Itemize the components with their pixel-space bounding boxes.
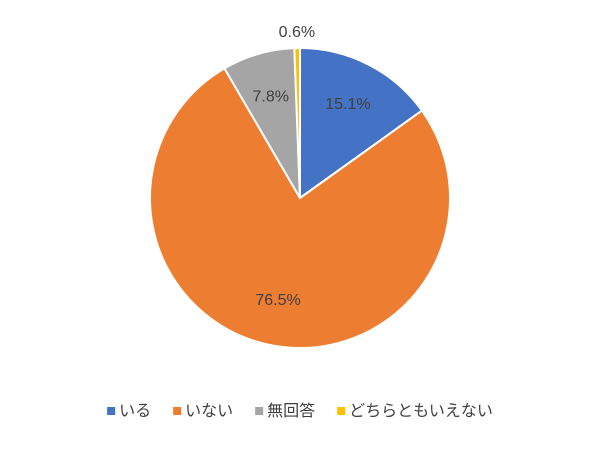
data-label: 76.5% [255,292,300,309]
legend-label: どちらともいえない [349,402,493,420]
legend-marker [337,407,346,415]
pie-slice [299,46,424,200]
data-label: 0.6% [279,24,315,41]
legend-label: 無回答 [267,402,315,420]
legend-label: いない [185,402,233,420]
data-label: 15.1% [325,96,370,113]
pie-slice [293,46,301,199]
legend-marker [173,407,182,415]
legend-marker [107,407,116,415]
legend-marker [255,407,264,415]
data-label: 7.8% [252,88,288,105]
legend-label: いる [119,403,151,420]
pie-slice [149,67,451,349]
